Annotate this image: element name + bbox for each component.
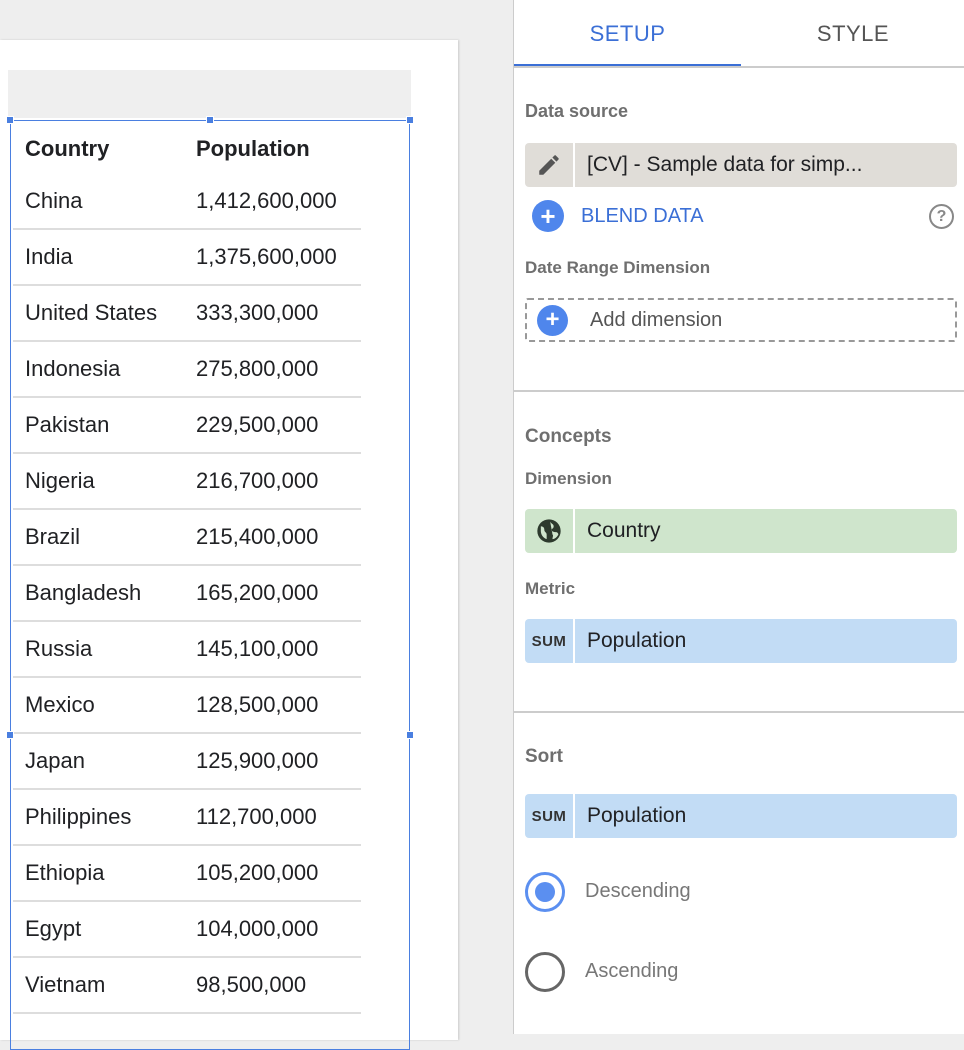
data-source-chip[interactable]: [CV] - Sample data for simp... <box>525 143 957 187</box>
table-row: Vietnam 98,500,000 <box>13 958 361 1014</box>
table-row: Philippines 112,700,000 <box>13 790 361 846</box>
population-cell: 145,100,000 <box>196 636 319 661</box>
add-dimension-label: Add dimension <box>590 308 723 331</box>
country-cell: Mexico <box>25 692 95 717</box>
table-row: Egypt 104,000,000 <box>13 902 361 958</box>
globe-icon <box>525 509 575 553</box>
sort-label: Sort <box>525 746 563 767</box>
population-cell: 229,500,000 <box>196 412 319 437</box>
radio-selected-dot <box>535 882 555 902</box>
dimension-label: Dimension <box>525 469 612 488</box>
dimension-chip[interactable]: Country <box>525 509 957 553</box>
metric-chip[interactable]: SUM Population <box>525 619 957 663</box>
report-canvas: Country Population China 1,412,600,000 India… <box>0 40 458 1050</box>
country-cell: Ethiopia <box>25 860 105 885</box>
table-row: United States 333,300,000 <box>13 286 361 342</box>
pencil-icon[interactable] <box>525 143 575 187</box>
date-range-label: Date Range Dimension <box>525 258 711 277</box>
country-cell: Country <box>25 136 110 161</box>
country-cell: Philippines <box>25 804 132 829</box>
country-cell: Japan <box>25 748 85 773</box>
country-cell: India <box>25 244 73 269</box>
descending-radio[interactable] <box>525 872 565 912</box>
descending-label[interactable]: Descending <box>585 880 691 902</box>
plus-circle-icon: + <box>532 200 564 232</box>
population-cell: 216,700,000 <box>196 468 319 493</box>
data-source-label: Data source <box>525 101 629 121</box>
country-cell: Russia <box>25 636 93 661</box>
population-cell: 1,375,600,000 <box>196 244 337 269</box>
tab-style[interactable]: STYLE <box>816 20 890 46</box>
population-cell: 275,800,000 <box>196 356 319 381</box>
population-cell: 98,500,000 <box>196 972 307 997</box>
population-cell: 215,400,000 <box>196 524 319 549</box>
metric-name: Population <box>587 629 687 652</box>
country-cell: Indonesia <box>25 356 121 381</box>
population-cell: 112,700,000 <box>196 804 317 829</box>
resize-handle-tm[interactable] <box>206 116 214 124</box>
population-cell: 128,500,000 <box>196 692 319 717</box>
aggregation-sum[interactable]: SUM <box>525 794 575 838</box>
table-row: China 1,412,600,000 <box>13 174 361 230</box>
aggregation-sum[interactable]: SUM <box>525 619 575 663</box>
table-row: Russia 145,100,000 <box>13 622 361 678</box>
table-header-row: Country Population <box>13 121 361 177</box>
dimension-name: Country <box>587 519 661 542</box>
sort-field-name: Population <box>587 804 687 827</box>
country-cell: Bangladesh <box>25 580 142 605</box>
resize-handle-mr[interactable] <box>406 731 414 739</box>
resize-handle-tl[interactable] <box>6 116 14 124</box>
population-cell: 125,900,000 <box>196 748 319 773</box>
table-row: Nigeria 216,700,000 <box>13 454 361 510</box>
table-row: Brazil 215,400,000 <box>13 510 361 566</box>
report-page <box>0 40 458 1040</box>
resize-handle-ml[interactable] <box>6 731 14 739</box>
help-icon[interactable]: ? <box>929 204 954 229</box>
population-cell: 333,300,000 <box>196 300 319 325</box>
blend-data-label: BLEND DATA <box>581 204 704 227</box>
data-source-name: [CV] - Sample data for simp... <box>587 153 863 176</box>
table-row: India 1,375,600,000 <box>13 230 361 286</box>
population-cell: 104,000,000 <box>196 916 319 941</box>
population-cell: 1,412,600,000 <box>196 188 337 213</box>
metric-label: Metric <box>525 579 576 598</box>
table-row: Ethiopia 105,200,000 <box>13 846 361 902</box>
country-cell: Vietnam <box>25 972 106 997</box>
population-cell: Population <box>196 136 310 161</box>
properties-panel: SETUP STYLE Data source [CV] - Sample da… <box>513 0 964 1034</box>
population-table[interactable]: Country Population China 1,412,600,000 India… <box>10 120 410 1050</box>
country-cell: Brazil <box>25 524 81 549</box>
active-tab-indicator <box>514 64 741 67</box>
table-row: Mexico 128,500,000 <box>13 678 361 734</box>
table-row: Indonesia 275,800,000 <box>13 342 361 398</box>
ascending-label[interactable]: Ascending <box>585 960 679 982</box>
table-row: Pakistan 229,500,000 <box>13 398 361 454</box>
plus-circle-icon: + <box>537 304 568 336</box>
country-cell: China <box>25 188 83 213</box>
ascending-radio[interactable] <box>525 952 565 992</box>
resize-handle-tr[interactable] <box>406 116 414 124</box>
section-divider <box>514 711 964 713</box>
population-cell: 105,200,000 <box>196 860 319 885</box>
country-cell: Egypt <box>25 916 82 941</box>
population-cell: 165,200,000 <box>196 580 319 605</box>
table-header-strip <box>8 70 411 118</box>
country-cell: United States <box>25 300 158 325</box>
add-dimension-button[interactable]: + Add dimension <box>525 298 957 342</box>
sort-chip[interactable]: SUM Population <box>525 794 957 838</box>
table-row: Bangladesh 165,200,000 <box>13 566 361 622</box>
concepts-label: Concepts <box>525 426 612 447</box>
blend-data-button[interactable]: + BLEND DATA <box>532 200 704 232</box>
tab-setup[interactable]: SETUP <box>589 20 666 46</box>
section-divider <box>514 390 964 392</box>
tabs-divider <box>514 66 964 68</box>
table-row: Japan 125,900,000 <box>13 734 361 790</box>
country-cell: Pakistan <box>25 412 110 437</box>
country-cell: Nigeria <box>25 468 95 493</box>
